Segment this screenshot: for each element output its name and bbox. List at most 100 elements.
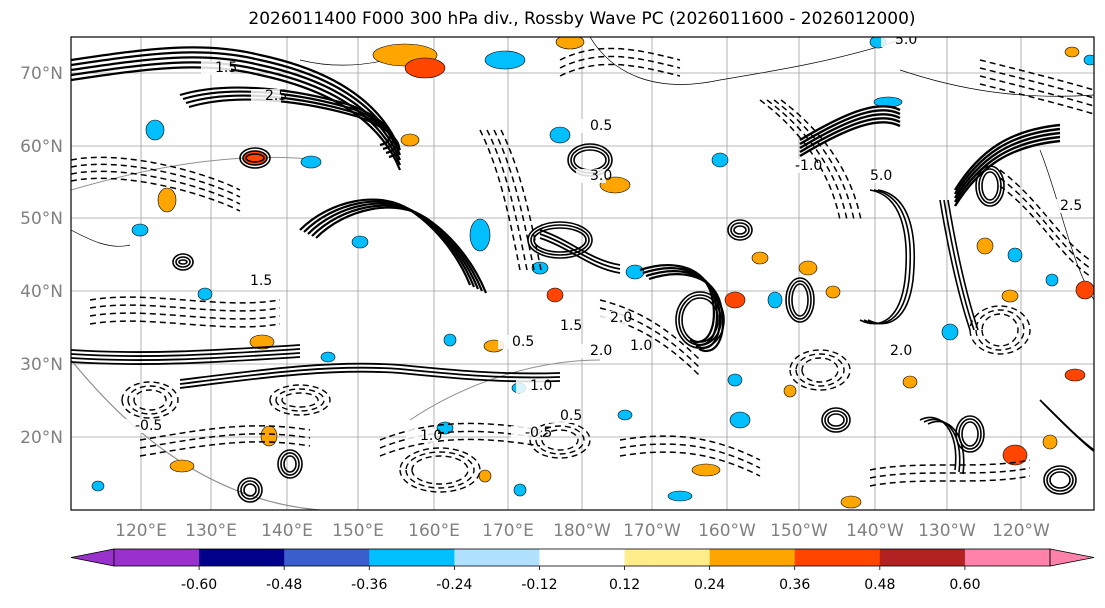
contour-label-bg [516,379,546,393]
divergence-patch [443,333,457,347]
contour-group [619,451,761,477]
contour-group [479,129,521,271]
positive-contour [242,150,268,166]
negative-contour [541,429,579,451]
contour-label-bg [251,89,281,103]
coastline [899,69,1094,97]
contour-group [799,105,901,142]
positive-contour [675,291,725,349]
positive-contour [953,131,1061,199]
latitude-labels: 70°N 60°N 50°N 40°N 30°N 20°N [20,64,63,448]
contour-group [71,61,402,166]
figure-title: 2026011400 F000 300 hPa div., Rossby Wav… [248,9,915,29]
lon-label: 120°W [992,521,1050,541]
contour-group [999,177,1091,269]
contour-group [71,46,402,151]
contour-group [943,199,975,331]
positive-contour [975,165,1005,207]
contour-label: 1.0 [420,428,442,444]
longitude-labels: 120°E 130°E 140°E 150°E 160°E 170°E 180°W 170°W… [115,521,1050,541]
positive-contour [947,199,979,331]
contour-group [500,129,542,271]
positive-contour [824,410,848,430]
contour-group [773,99,855,221]
colorbar-segment [794,549,881,566]
colorbar-tick-label: -0.36 [351,577,387,593]
positive-contour [867,189,916,325]
divergence-patch [91,480,105,492]
contour-label-bg [546,319,576,333]
positive-contour [642,267,718,346]
positive-contour [733,225,747,235]
positive-contour [981,171,999,201]
negative-contour [999,169,1091,261]
positive-contour [961,421,979,447]
divergence-patch [667,490,693,502]
contour-group [71,66,402,171]
contour-label-bg [576,119,606,133]
contour-group [619,435,761,461]
negative-contour [139,425,311,441]
divergence-patch [157,187,177,213]
positive-contour [539,237,621,274]
lon-label: 170°E [482,521,534,541]
colorbar-segment [709,549,796,566]
contour-group [379,438,541,457]
contour-group [179,370,561,389]
contour-label: 1.5 [250,273,272,289]
contour-group [179,366,561,385]
colorbar-segment [199,549,285,566]
divergence-patch [941,323,959,341]
positive-contour [953,135,1061,203]
positive-contour [827,413,845,427]
colorbar-frame [113,548,1051,567]
contour-group [953,131,1061,199]
contour-label-bg [576,344,606,358]
contour-label: -1.0 [795,158,822,174]
contour-label: 2.0 [610,310,632,326]
divergence-patch [546,287,564,303]
positive-contour [179,370,561,389]
lat-label: 30°N [20,355,63,375]
contour-label: 0.5 [512,334,534,350]
divergence-patch [1045,273,1059,287]
negative-contour [979,67,1094,99]
contour-group [185,94,397,155]
positive-contour [185,94,397,155]
negative-contour [493,129,535,271]
contour-group [559,55,681,69]
negative-contour [999,185,1091,277]
negative-contour [795,353,845,387]
colorbar [70,548,1095,567]
divergence-patch [711,152,729,168]
divergence-patch [825,285,841,299]
contour-label-bg [511,426,541,440]
contour-label-bg [406,429,436,443]
contour-label: 3.0 [590,168,612,184]
divergence-patch [400,133,420,147]
divergence-patch [300,155,322,169]
negative-contour [979,75,1094,107]
negative-contour [529,421,591,459]
colorbar-tick-label: -0.60 [181,577,217,593]
contour-group [799,113,901,150]
positive-contour [179,362,561,381]
positive-contour [175,256,191,268]
negative-contour [869,475,1031,487]
divergence-patch [484,50,526,70]
contour-group [979,67,1094,99]
contour-label-bg [498,335,528,349]
contour-label-bg [596,311,626,325]
colorbar-tick-label: -0.12 [521,577,557,593]
colorbar-segment [369,549,455,566]
divergence-patch [798,260,818,276]
contour-group [999,169,1091,261]
negative-contour [89,320,281,328]
negative-contour [89,312,281,320]
positive-contour [788,280,812,320]
negative-contour [269,384,331,416]
contour-group [869,467,1031,479]
contour-group [953,123,1061,191]
positive-contour [953,139,1061,207]
